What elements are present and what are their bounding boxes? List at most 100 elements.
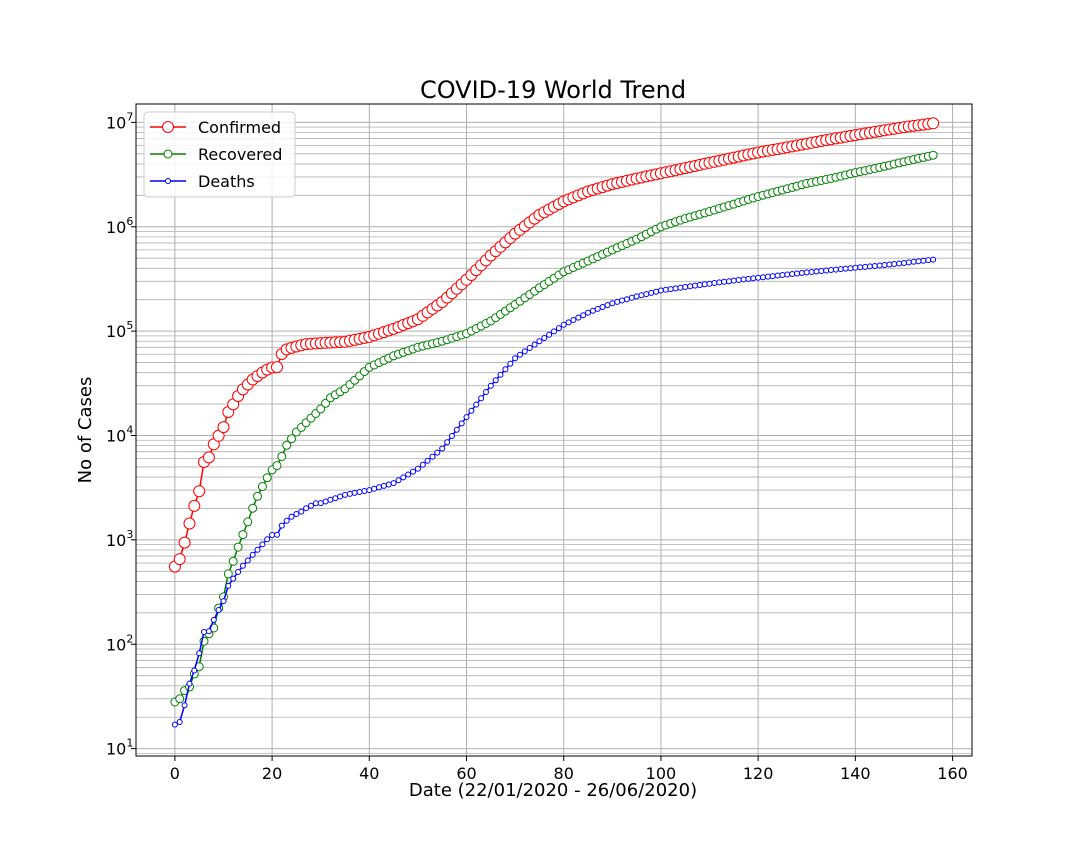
data-point: [181, 702, 188, 709]
data-point: [271, 361, 283, 374]
data-point: [769, 273, 776, 280]
data-point: [682, 284, 689, 290]
data-point: [312, 500, 319, 507]
data-point: [546, 331, 553, 338]
data-point: [779, 272, 786, 278]
data-point: [287, 434, 296, 444]
data-point: [701, 281, 708, 288]
data-point: [278, 522, 285, 529]
data-point: [905, 259, 912, 266]
data-point: [308, 502, 314, 509]
data-point: [351, 489, 358, 496]
data-point: [215, 607, 222, 613]
data-point: [277, 452, 287, 461]
data-point: [692, 282, 698, 289]
data-point: [385, 481, 392, 488]
data-point: [228, 556, 238, 566]
data-point: [257, 482, 267, 491]
data-point: [507, 360, 514, 367]
data-point: [346, 490, 353, 497]
data-point: [901, 260, 907, 266]
data-point: [687, 283, 694, 290]
data-point: [594, 305, 601, 312]
data-point: [560, 321, 567, 328]
y-tick-label: 104: [106, 424, 133, 446]
data-point: [862, 263, 869, 270]
data-point: [478, 395, 485, 402]
y-tick-label: 106: [106, 215, 133, 237]
data-point: [390, 480, 397, 487]
data-point: [604, 302, 611, 309]
data-point: [565, 319, 572, 326]
data-point: [410, 468, 416, 475]
data-point: [866, 263, 873, 270]
data-point: [225, 582, 232, 589]
data-point: [248, 503, 258, 513]
data-point: [526, 345, 533, 351]
data-point: [274, 531, 280, 538]
data-point: [521, 348, 528, 355]
legend: Confirmed Recovered Deaths: [143, 111, 296, 198]
x-axis-label: Date (22/01/2020 - 26/06/2020): [409, 780, 697, 801]
data-point: [706, 280, 713, 287]
data-point: [303, 505, 310, 512]
y-tick-label: 103: [106, 528, 133, 550]
y-tick-label: 105: [106, 319, 133, 341]
data-point: [176, 719, 183, 725]
data-point: [580, 312, 587, 319]
data-point: [458, 420, 465, 427]
data-point: [711, 280, 718, 286]
x-tick-label: 100: [646, 764, 677, 783]
data-point: [784, 271, 791, 278]
data-point: [239, 562, 246, 569]
data-point: [657, 287, 664, 294]
data-point: [230, 575, 237, 582]
data-point: [696, 282, 703, 288]
data-point: [395, 477, 402, 484]
data-point: [183, 517, 196, 530]
data-point: [424, 457, 431, 464]
data-point: [254, 546, 261, 553]
plot-frame: [135, 103, 973, 757]
data-point: [755, 274, 762, 281]
x-tick-label: 60: [456, 764, 476, 783]
data-point: [925, 257, 932, 264]
y-tick-exponent: 3: [126, 528, 133, 541]
data-point: [881, 262, 888, 268]
x-tick-label: 20: [262, 764, 282, 783]
data-point: [842, 265, 849, 272]
data-point: [444, 439, 451, 446]
data-point: [288, 513, 295, 520]
data-point: [575, 314, 582, 321]
chart-title: COVID-19 World Trend: [420, 76, 686, 104]
data-point: [774, 272, 781, 279]
data-point: [317, 500, 324, 507]
x-axis: 0 20 40 60 80 100 120 140 160: [170, 756, 968, 783]
data-point: [726, 278, 732, 285]
data-point: [764, 273, 771, 280]
legend-marker: [165, 178, 171, 184]
data-point: [293, 511, 300, 517]
data-point: [837, 266, 844, 273]
data-point: [283, 517, 290, 524]
data-point: [400, 474, 407, 481]
data-point: [463, 414, 470, 421]
data-point: [648, 289, 655, 296]
legend-label: Deaths: [198, 172, 255, 191]
data-point: [191, 667, 198, 674]
data-point: [249, 551, 256, 558]
data-point: [721, 278, 728, 285]
data-point: [178, 536, 191, 549]
data-point: [253, 491, 262, 501]
data-point: [196, 650, 203, 657]
legend-item: Confirmed: [150, 118, 281, 137]
data-point: [653, 288, 660, 295]
data-point: [171, 721, 178, 728]
y-tick-base: 10: [106, 322, 126, 341]
data-point: [614, 298, 621, 305]
data-point: [175, 694, 185, 704]
data-point: [453, 426, 460, 433]
series-layer: [168, 117, 940, 728]
y-tick-exponent: 6: [126, 215, 133, 228]
